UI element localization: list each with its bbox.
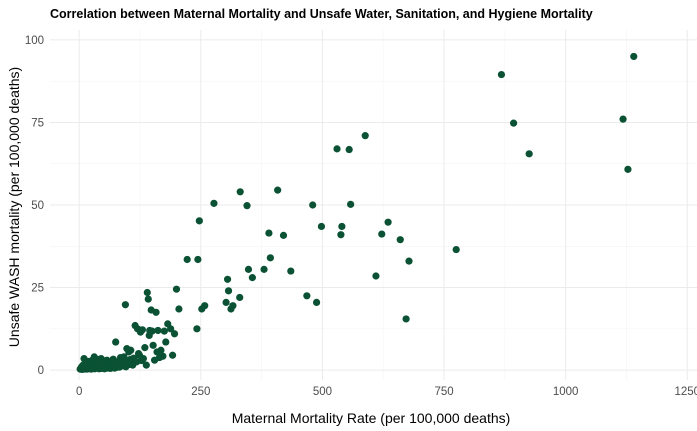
data-point xyxy=(243,202,251,210)
data-point xyxy=(210,199,218,207)
data-point xyxy=(224,287,233,295)
data-point xyxy=(172,285,181,293)
data-point xyxy=(402,315,410,323)
x-tick-label: 750 xyxy=(434,386,453,398)
data-point xyxy=(260,265,268,273)
data-point xyxy=(159,352,167,360)
x-tick-label: 0 xyxy=(76,386,82,398)
data-point xyxy=(229,302,237,310)
data-point xyxy=(157,346,165,354)
data-point xyxy=(317,222,326,231)
data-point xyxy=(624,165,632,173)
data-point xyxy=(143,288,151,297)
data-point xyxy=(170,330,179,338)
data-point xyxy=(525,150,533,158)
data-point xyxy=(141,344,149,352)
data-point xyxy=(195,217,203,225)
y-tick-label: 50 xyxy=(31,200,44,212)
data-point xyxy=(333,145,341,153)
data-point xyxy=(347,200,355,208)
data-point xyxy=(309,201,317,209)
data-point xyxy=(361,132,369,140)
data-point xyxy=(510,119,518,127)
data-point xyxy=(266,254,274,262)
data-point xyxy=(138,326,147,334)
data-point xyxy=(223,275,232,283)
x-axis-ticks: 0 250 500 750 1000 1250 xyxy=(76,386,697,398)
data-point xyxy=(201,302,209,310)
x-tick-label: 500 xyxy=(313,386,332,398)
data-point xyxy=(405,257,413,265)
data-point xyxy=(152,308,160,316)
x-axis-title: Maternal Mortality Rate (per 100,000 dea… xyxy=(232,410,511,426)
data-point xyxy=(148,327,156,335)
y-tick-label: 0 xyxy=(38,365,44,377)
data-point xyxy=(630,52,638,61)
data-point xyxy=(175,305,183,313)
data-point xyxy=(345,145,353,154)
data-point xyxy=(142,361,150,369)
data-point xyxy=(167,325,175,333)
y-tick-label: 75 xyxy=(31,117,44,129)
data-point xyxy=(162,338,170,346)
data-point xyxy=(287,267,295,275)
data-point xyxy=(144,295,152,303)
data-point xyxy=(121,301,130,309)
data-point xyxy=(160,327,168,335)
data-point xyxy=(265,229,273,237)
data-point xyxy=(154,326,162,335)
data-point xyxy=(274,186,282,194)
chart-title: Correlation between Maternal Mortality a… xyxy=(50,7,593,21)
data-point xyxy=(236,188,244,196)
data-point xyxy=(127,346,135,354)
y-axis-title: Unsafe WASH mortality (per 100,000 death… xyxy=(6,67,22,347)
x-tick-label: 250 xyxy=(191,386,210,398)
data-point xyxy=(194,255,202,264)
data-point xyxy=(183,255,191,264)
data-point xyxy=(279,231,288,239)
data-point xyxy=(396,236,404,244)
grid xyxy=(50,30,697,380)
data-point xyxy=(112,338,120,346)
data-point xyxy=(338,222,346,231)
data-point xyxy=(236,293,244,302)
data-point xyxy=(149,341,157,349)
data-point xyxy=(619,115,627,123)
data-point xyxy=(378,230,386,238)
data-point xyxy=(248,274,256,282)
data-point xyxy=(193,325,201,333)
data-point xyxy=(372,272,380,280)
y-tick-label: 100 xyxy=(25,35,44,47)
data-point xyxy=(222,298,230,307)
x-tick-label: 1000 xyxy=(553,386,579,398)
y-tick-label: 25 xyxy=(31,283,44,295)
x-tick-label: 1250 xyxy=(674,386,697,398)
data-point xyxy=(337,231,345,239)
points xyxy=(76,52,638,374)
data-point xyxy=(168,351,177,359)
y-axis-ticks: 0 25 50 75 100 xyxy=(25,35,44,377)
data-point xyxy=(452,245,460,254)
data-point xyxy=(244,265,253,273)
data-point xyxy=(312,298,321,307)
data-point xyxy=(384,218,392,226)
data-point xyxy=(139,354,148,363)
data-point xyxy=(303,292,311,300)
data-point xyxy=(497,70,506,79)
